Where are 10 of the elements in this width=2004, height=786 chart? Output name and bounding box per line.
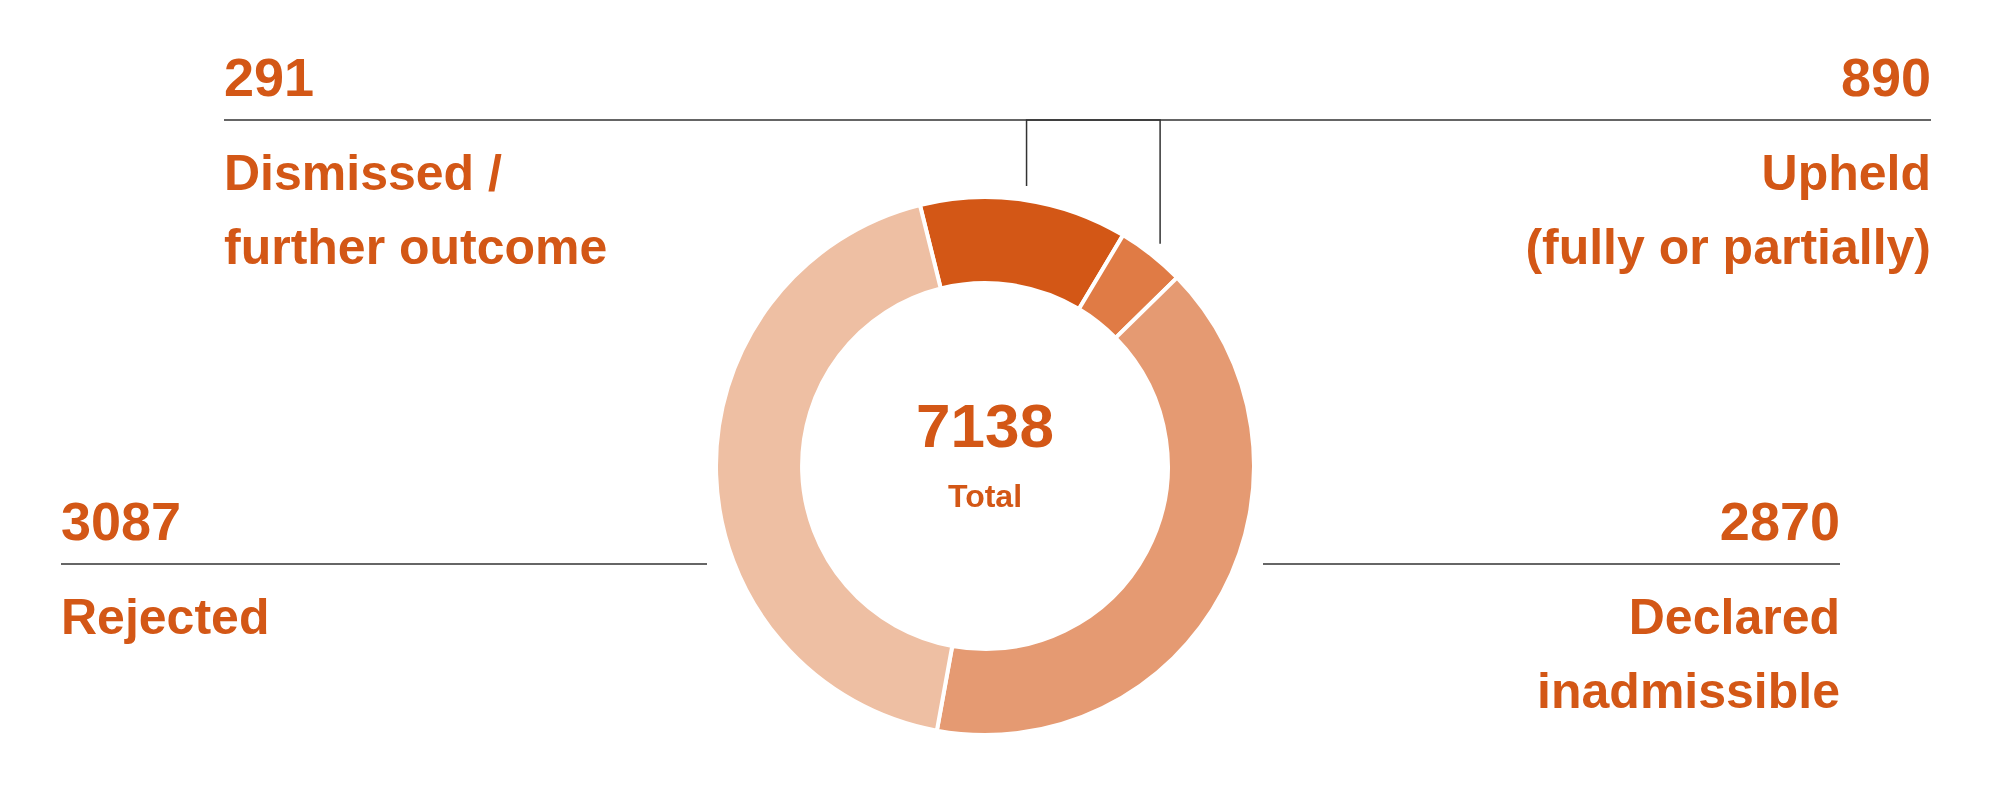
data-label: 291 (224, 47, 315, 107)
slice-label: Declared inadmissible (1537, 589, 1840, 719)
text: 7138 (916, 391, 1054, 460)
slice-label: Rejected (61, 589, 270, 645)
data-label: 3087 (61, 491, 182, 551)
slice-label: Dismissed / further outcome (224, 145, 608, 275)
data-label: 890 (1840, 47, 1931, 107)
slice-label: Upheld (fully or partially) (1525, 145, 1931, 275)
data-label: 2870 (1719, 491, 1840, 551)
text: Total (947, 478, 1023, 514)
